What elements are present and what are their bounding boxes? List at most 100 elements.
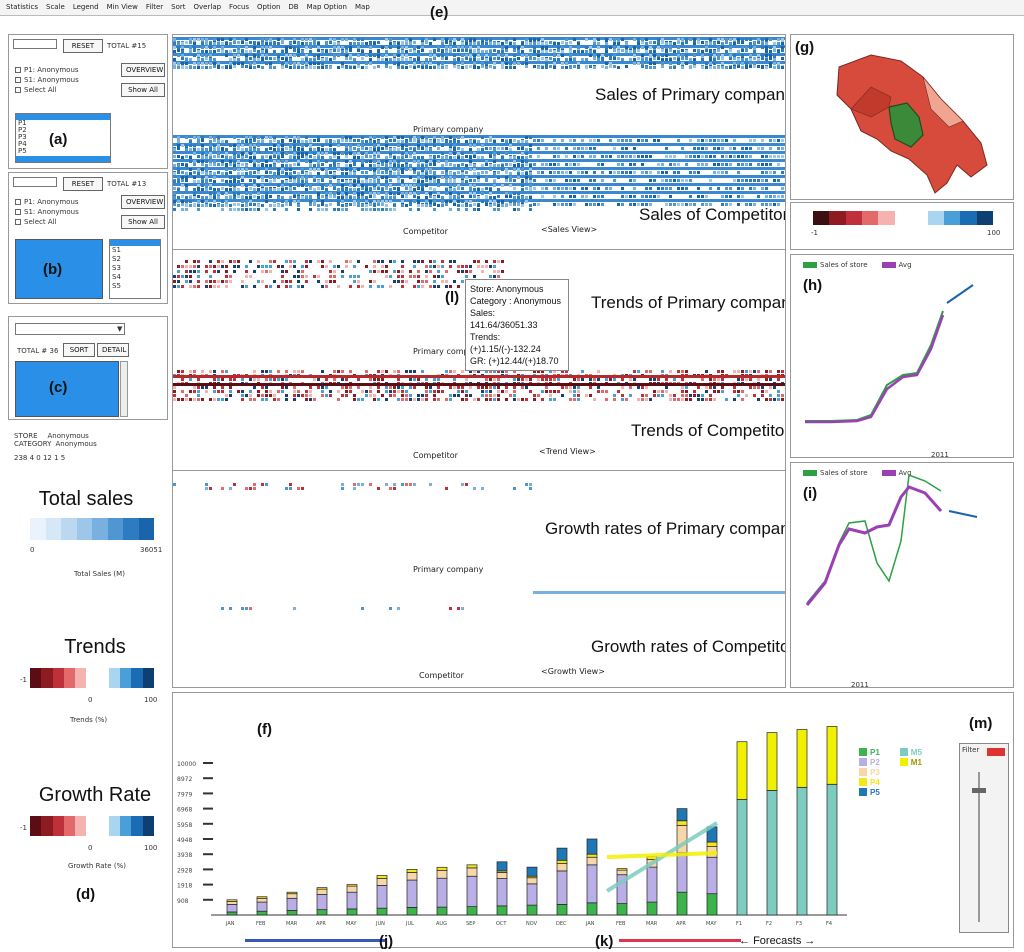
bar-segment[interactable] <box>676 820 688 826</box>
list-item[interactable]: S1 <box>112 246 121 254</box>
chevron-down-icon[interactable]: ▼ <box>117 325 123 333</box>
menu-item[interactable]: Option <box>257 3 281 11</box>
bar-segment[interactable] <box>496 878 508 907</box>
show-all-button-a[interactable]: Show All <box>121 83 165 97</box>
menu-item[interactable]: Scale <box>46 3 65 11</box>
menu-item[interactable]: Focus <box>229 3 250 11</box>
bar-segment[interactable] <box>646 901 658 916</box>
bar-segment[interactable] <box>796 786 808 916</box>
bar-segment[interactable] <box>316 888 328 895</box>
bar-segment[interactable] <box>226 900 238 905</box>
filter-input-b[interactable] <box>13 177 57 187</box>
bar-segment[interactable] <box>706 856 718 895</box>
list-item[interactable]: P4 <box>18 140 27 148</box>
bar-segment[interactable] <box>556 859 568 864</box>
bar-segment[interactable] <box>496 872 508 879</box>
bar-segment[interactable] <box>586 902 598 916</box>
bar-segment[interactable] <box>616 868 628 871</box>
list-item-selected[interactable] <box>16 114 110 120</box>
bar-segment[interactable] <box>436 866 448 871</box>
region-map[interactable] <box>831 47 1001 197</box>
bar-segment[interactable] <box>316 887 328 890</box>
bar-segment[interactable] <box>556 904 568 916</box>
sort-button[interactable]: SORT <box>63 343 95 357</box>
bar-segment[interactable] <box>376 885 388 909</box>
list-item[interactable]: S4 <box>112 273 121 281</box>
overview-button-b[interactable]: OVERVIEW <box>121 195 165 209</box>
bar-segment[interactable] <box>376 907 388 916</box>
bar-segment[interactable] <box>526 904 538 916</box>
bar-segment[interactable] <box>406 907 418 916</box>
bar-segment[interactable] <box>406 879 418 908</box>
bar-segment[interactable] <box>586 856 598 866</box>
bar-segment[interactable] <box>526 883 538 906</box>
menu-item[interactable]: Overlap <box>193 3 222 11</box>
bar-segment[interactable] <box>706 841 718 847</box>
show-all-button-b[interactable]: Show All <box>121 215 165 229</box>
checkbox-primary[interactable]: P1: Anonymous <box>15 65 79 75</box>
bar-segment[interactable] <box>586 853 598 858</box>
checkbox-select-all[interactable]: Select All <box>15 85 79 95</box>
bar-segment[interactable] <box>766 732 778 791</box>
menu-item[interactable]: Legend <box>72 3 99 11</box>
bar-segment[interactable] <box>226 911 238 916</box>
bar-segment[interactable] <box>736 741 748 800</box>
bar-segment[interactable] <box>286 897 298 911</box>
filter-slider-track[interactable] <box>978 772 980 922</box>
bar-segment[interactable] <box>556 862 568 872</box>
primary-list-b[interactable] <box>15 239 103 299</box>
bar-segment[interactable] <box>616 903 628 916</box>
bar-segment[interactable] <box>256 901 268 912</box>
bar-segment[interactable] <box>556 847 568 861</box>
bar-segment[interactable] <box>436 869 448 879</box>
bar-segment[interactable] <box>346 885 358 893</box>
bar-segment[interactable] <box>436 877 448 908</box>
bar-segment[interactable] <box>496 861 508 872</box>
region-highlight[interactable] <box>888 102 924 148</box>
competitor-list-b[interactable]: S1 S2 S3 S4 S5 <box>109 239 161 299</box>
list-item[interactable]: P2 <box>18 126 27 134</box>
sales-view[interactable] <box>173 35 785 249</box>
bar-segment[interactable] <box>526 877 538 885</box>
growth-line-chart[interactable] <box>791 463 1015 689</box>
bar-segment[interactable] <box>316 894 328 911</box>
bar-segment[interactable] <box>226 899 238 902</box>
region-shape[interactable] <box>922 76 964 128</box>
menu-item[interactable]: Map Option <box>306 3 347 11</box>
bar-segment[interactable] <box>376 878 388 886</box>
store-list-a[interactable]: P1 P2 P3 P4 P5 <box>15 113 111 163</box>
trend-view[interactable] <box>173 250 785 470</box>
list-item-selected[interactable] <box>110 240 160 246</box>
checkbox-primary[interactable]: P1: Anonymous <box>15 197 79 207</box>
category-select[interactable] <box>15 323 125 335</box>
list-item[interactable]: P1 <box>18 119 27 127</box>
bar-segment[interactable] <box>796 729 808 788</box>
reset-button-a[interactable]: RESET <box>63 39 103 53</box>
checkbox-secondary[interactable]: S1: Anonymous <box>15 207 79 217</box>
checkbox-secondary[interactable]: S1: Anonymous <box>15 75 79 85</box>
bar-segment[interactable] <box>676 808 688 822</box>
bar-segment[interactable] <box>586 864 598 904</box>
detail-button[interactable]: DETAIL <box>97 343 129 357</box>
bar-segment[interactable] <box>286 910 298 916</box>
overview-button-a[interactable]: OVERVIEW <box>121 63 165 77</box>
list-item[interactable]: S3 <box>112 264 121 272</box>
bar-segment[interactable] <box>466 875 478 907</box>
menu-item[interactable]: Sort <box>171 3 186 11</box>
bar-segment[interactable] <box>706 893 718 916</box>
list-item[interactable]: P3 <box>18 133 27 141</box>
bar-segment[interactable] <box>406 869 418 873</box>
trend-line-chart[interactable] <box>791 255 1015 459</box>
scrollbar[interactable] <box>120 361 128 417</box>
bar-segment[interactable] <box>286 891 298 895</box>
bar-segment[interactable] <box>406 872 418 881</box>
menu-item[interactable]: Filter <box>145 3 164 11</box>
bar-segment[interactable] <box>376 875 388 879</box>
close-icon[interactable] <box>987 748 1005 756</box>
menu-item[interactable]: DB <box>288 3 299 11</box>
bar-segment[interactable] <box>436 906 448 916</box>
filter-slider-handle[interactable] <box>972 788 986 793</box>
filter-input-a[interactable] <box>13 39 57 49</box>
bar-segment[interactable] <box>466 906 478 916</box>
reset-button-b[interactable]: RESET <box>63 177 103 191</box>
